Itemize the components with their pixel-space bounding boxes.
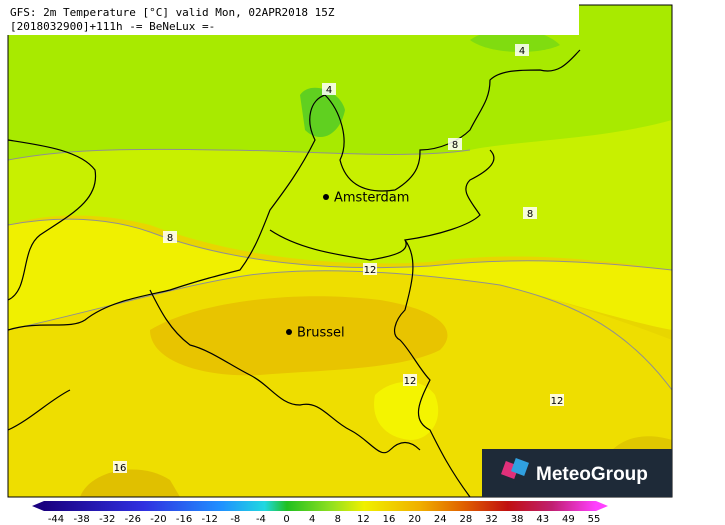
colorbar-label: -8 (230, 514, 240, 525)
colorbar-label: 43 (536, 514, 549, 525)
contour-label: 8 (527, 209, 533, 220)
contour-label: 12 (364, 265, 377, 276)
colorbar-label: -4 (256, 514, 266, 525)
logo-icon (501, 458, 529, 479)
contour-label-bg (163, 231, 177, 243)
contour-label: 8 (167, 233, 173, 244)
city-label: Brussel (297, 326, 345, 341)
colorbar-label: 49 (562, 514, 575, 525)
contour-label-bg (448, 138, 462, 150)
contour-label: 16 (114, 463, 127, 474)
colorbar-label: 32 (485, 514, 498, 525)
colorbar-label: -44 (48, 514, 64, 525)
colorbar-label: 24 (434, 514, 447, 525)
colorbar-arrow (596, 501, 608, 511)
colorbar-label: -16 (176, 514, 192, 525)
contour-label-bg (403, 374, 417, 386)
colorbar-label: 0 (283, 514, 289, 525)
colorbar-label: 4 (309, 514, 315, 525)
city-label: Amsterdam (334, 191, 409, 206)
colorbar-label: 8 (335, 514, 341, 525)
colorbar-label: 55 (588, 514, 601, 525)
contour-label: 12 (404, 376, 417, 387)
header-subtitle: [2018032900]+111h -= BeNeLux =- (10, 20, 215, 33)
colorbar-label: 28 (460, 514, 473, 525)
colorbar-label: -20 (150, 514, 166, 525)
contour-label-bg (523, 207, 537, 219)
header-box (5, 3, 579, 35)
colorbar-label: -38 (73, 514, 89, 525)
colorbar-label: -12 (202, 514, 218, 525)
colorbar-label: 20 (408, 514, 421, 525)
logo-text: MeteoGroup (536, 464, 648, 485)
colorbar-arrow (32, 501, 44, 511)
colorbar-label: 38 (511, 514, 524, 525)
colorbar-label: 12 (357, 514, 370, 525)
colorbar (44, 501, 596, 511)
contour-label-bg (113, 461, 127, 473)
city-dot (323, 194, 329, 200)
colorbar-label: -32 (99, 514, 115, 525)
contour-label-bg (322, 83, 336, 95)
colorbar-label: 16 (383, 514, 396, 525)
contour-label: 12 (551, 396, 564, 407)
header-title: GFS: 2m Temperature [°C] valid Mon, 02AP… (10, 6, 335, 19)
contour-label-bg (550, 394, 564, 406)
contour-label: 4 (326, 85, 332, 96)
contour-label-bg (363, 263, 377, 275)
colorbar-label: -26 (125, 514, 141, 525)
temperature-field (8, 5, 672, 497)
contour-label: 4 (519, 46, 525, 57)
contour-label-bg (515, 44, 529, 56)
city-dot (286, 329, 292, 335)
contour-label: 8 (452, 140, 458, 151)
